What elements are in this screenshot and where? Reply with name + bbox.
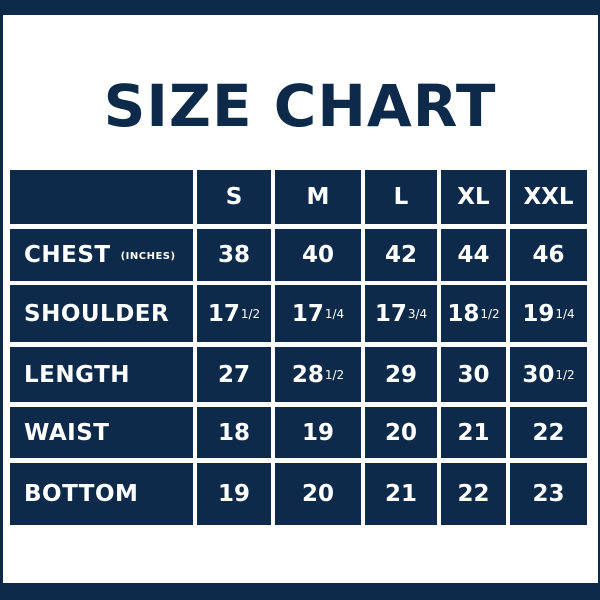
value-whole: 29 [384,361,417,388]
value-whole: 28 [291,361,324,388]
value-cell: 42 [365,229,437,281]
value-cell: 29 [365,347,437,402]
header-cell-m: M [275,170,361,224]
value-cell: 20 [365,407,437,458]
value-whole: 19 [301,419,334,446]
value-whole: 18 [447,300,480,327]
value-cell: 46 [510,229,587,281]
measurement-label: BOTTOM [24,481,139,507]
value-whole: 20 [301,481,334,507]
value-whole: 21 [384,481,417,507]
row-label-waist: WAIST [10,407,193,458]
value-cell: 20 [275,463,361,525]
row-label-length: LENGTH [10,347,193,402]
header-cell-xl: XL [441,170,506,224]
value-whole: 22 [457,481,490,507]
value-cell: 30 1/2 [510,347,587,402]
value-whole: 30 [457,361,490,388]
measurement-label: WAIST [24,419,110,446]
value-whole: 42 [384,242,417,268]
size-label: XXL [523,184,574,210]
value-fraction: 1/4 [324,306,345,321]
value-cell: 17 1/2 [197,285,271,342]
value-cell: 40 [275,229,361,281]
value-cell: 21 [441,407,506,458]
value-fraction: 1/2 [480,306,500,321]
value-cell: 18 [197,407,271,458]
value-cell: 17 3/4 [365,285,437,342]
value-whole: 17 [291,300,324,327]
header-cell-s: S [197,170,271,224]
value-whole: 17 [207,300,240,327]
value-cell: 17 1/4 [275,285,361,342]
value-whole: 17 [374,300,407,327]
value-fraction: 3/4 [407,306,428,321]
value-cell: 22 [441,463,506,525]
value-cell: 19 [275,407,361,458]
value-cell: 19 [197,463,271,525]
value-whole: 19 [217,481,250,507]
value-cell: 19 1/4 [510,285,587,342]
page-title: SIZE CHART [103,72,497,140]
value-cell: 21 [365,463,437,525]
value-whole: 30 [522,361,555,388]
value-fraction: 1/2 [240,306,261,321]
size-label: M [306,184,330,210]
value-cell: 23 [510,463,587,525]
row-label-chest: CHEST (INCHES) [10,229,193,281]
size-label: XL [457,184,490,210]
row-label-bottom: BOTTOM [10,463,193,525]
value-cell: 28 1/2 [275,347,361,402]
header-cell-l: L [365,170,437,224]
value-whole: 23 [532,481,565,507]
measurement-label: CHEST [24,242,111,268]
unit-label: (INCHES) [120,250,176,262]
value-whole: 19 [522,300,555,327]
value-whole: 27 [217,361,250,388]
value-cell: 38 [197,229,271,281]
value-cell: 18 1/2 [441,285,506,342]
value-whole: 22 [532,419,565,446]
size-label: S [225,184,243,210]
size-label: L [393,184,409,210]
value-whole: 38 [217,242,250,268]
value-cell: 27 [197,347,271,402]
value-fraction: 1/2 [324,367,345,382]
value-whole: 18 [217,419,250,446]
value-cell: 44 [441,229,506,281]
value-whole: 40 [301,242,334,268]
value-cell: 22 [510,407,587,458]
measurement-label: LENGTH [24,361,131,388]
value-whole: 46 [532,242,565,268]
value-whole: 20 [384,419,417,446]
value-whole: 44 [457,242,490,268]
value-fraction: 1/2 [555,367,575,382]
value-whole: 21 [457,419,490,446]
value-cell: 30 [441,347,506,402]
header-corner-cell [10,170,193,224]
row-label-shoulder: SHOULDER [10,285,193,342]
value-fraction: 1/4 [555,306,575,321]
header-cell-xxl: XXL [510,170,587,224]
measurement-label: SHOULDER [24,300,170,327]
